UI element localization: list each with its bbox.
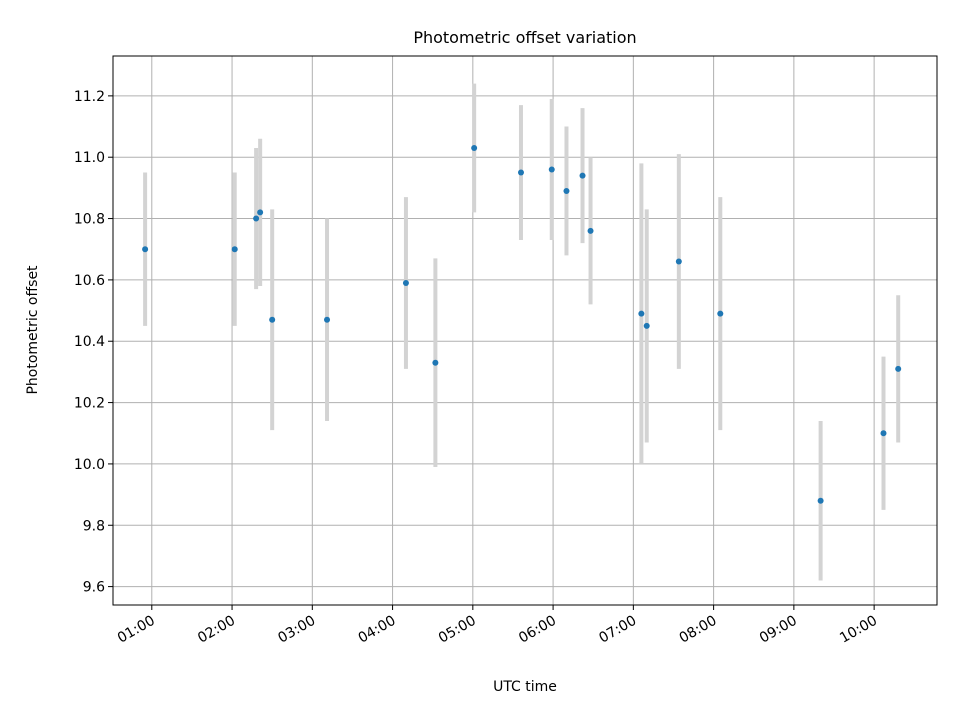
error-bars — [143, 83, 901, 581]
x-tick-label: 01:00 — [115, 613, 158, 647]
data-point — [269, 316, 276, 323]
data-point — [324, 316, 331, 323]
y-tick-label: 10.8 — [74, 212, 105, 228]
plot-frame — [112, 55, 938, 606]
y-tick-label: 9.6 — [83, 580, 105, 596]
x-axis-label: UTC time — [493, 679, 557, 695]
x-tick-label: 07:00 — [596, 613, 639, 647]
chart-title: Photometric offset variation — [413, 28, 636, 47]
x-tick-label: 04:00 — [356, 613, 399, 647]
data-point — [142, 246, 149, 253]
y-tick-label: 10.2 — [74, 396, 105, 412]
y-tick-label: 11.0 — [74, 150, 105, 166]
data-point — [579, 172, 586, 179]
data-point — [717, 310, 724, 317]
x-tick-label: 10:00 — [837, 613, 880, 647]
data-point — [402, 279, 409, 286]
y-tick-label: 10.4 — [74, 334, 105, 350]
data-point — [587, 227, 594, 234]
x-tick-label: 09:00 — [757, 613, 800, 647]
y-tick-label: 10.0 — [74, 457, 105, 473]
data-point — [231, 246, 238, 253]
data-point — [880, 430, 887, 437]
grid — [113, 56, 937, 605]
y-tick-label: 10.6 — [74, 273, 105, 289]
y-tick-label: 11.2 — [74, 89, 105, 105]
x-tick-label: 03:00 — [275, 613, 318, 647]
data-point — [432, 359, 439, 366]
data-points — [142, 145, 902, 504]
data-point — [817, 497, 824, 504]
data-point — [253, 215, 260, 222]
data-point — [563, 187, 570, 194]
x-axis-ticks: 01:00 02:00 03:00 04:00 05:00 06:00 07:00 08:00… — [115, 605, 880, 647]
data-point — [638, 310, 645, 317]
data-point — [471, 145, 478, 152]
x-tick-label: 05:00 — [436, 613, 479, 647]
data-point — [895, 365, 902, 372]
y-axis-ticks: 9.6 9.8 10.0 10.2 10.4 10.6 10.8 11.0 11.2 — [74, 89, 113, 596]
x-tick-label: 08:00 — [677, 613, 720, 647]
data-point — [675, 258, 682, 265]
y-axis-label: Photometric offset — [25, 265, 41, 395]
x-tick-label: 02:00 — [195, 613, 238, 647]
data-point — [257, 209, 264, 216]
data-point — [548, 166, 555, 173]
data-point — [643, 322, 650, 329]
data-point — [517, 169, 524, 176]
x-tick-label: 06:00 — [516, 613, 559, 647]
y-tick-label: 9.8 — [83, 518, 105, 534]
